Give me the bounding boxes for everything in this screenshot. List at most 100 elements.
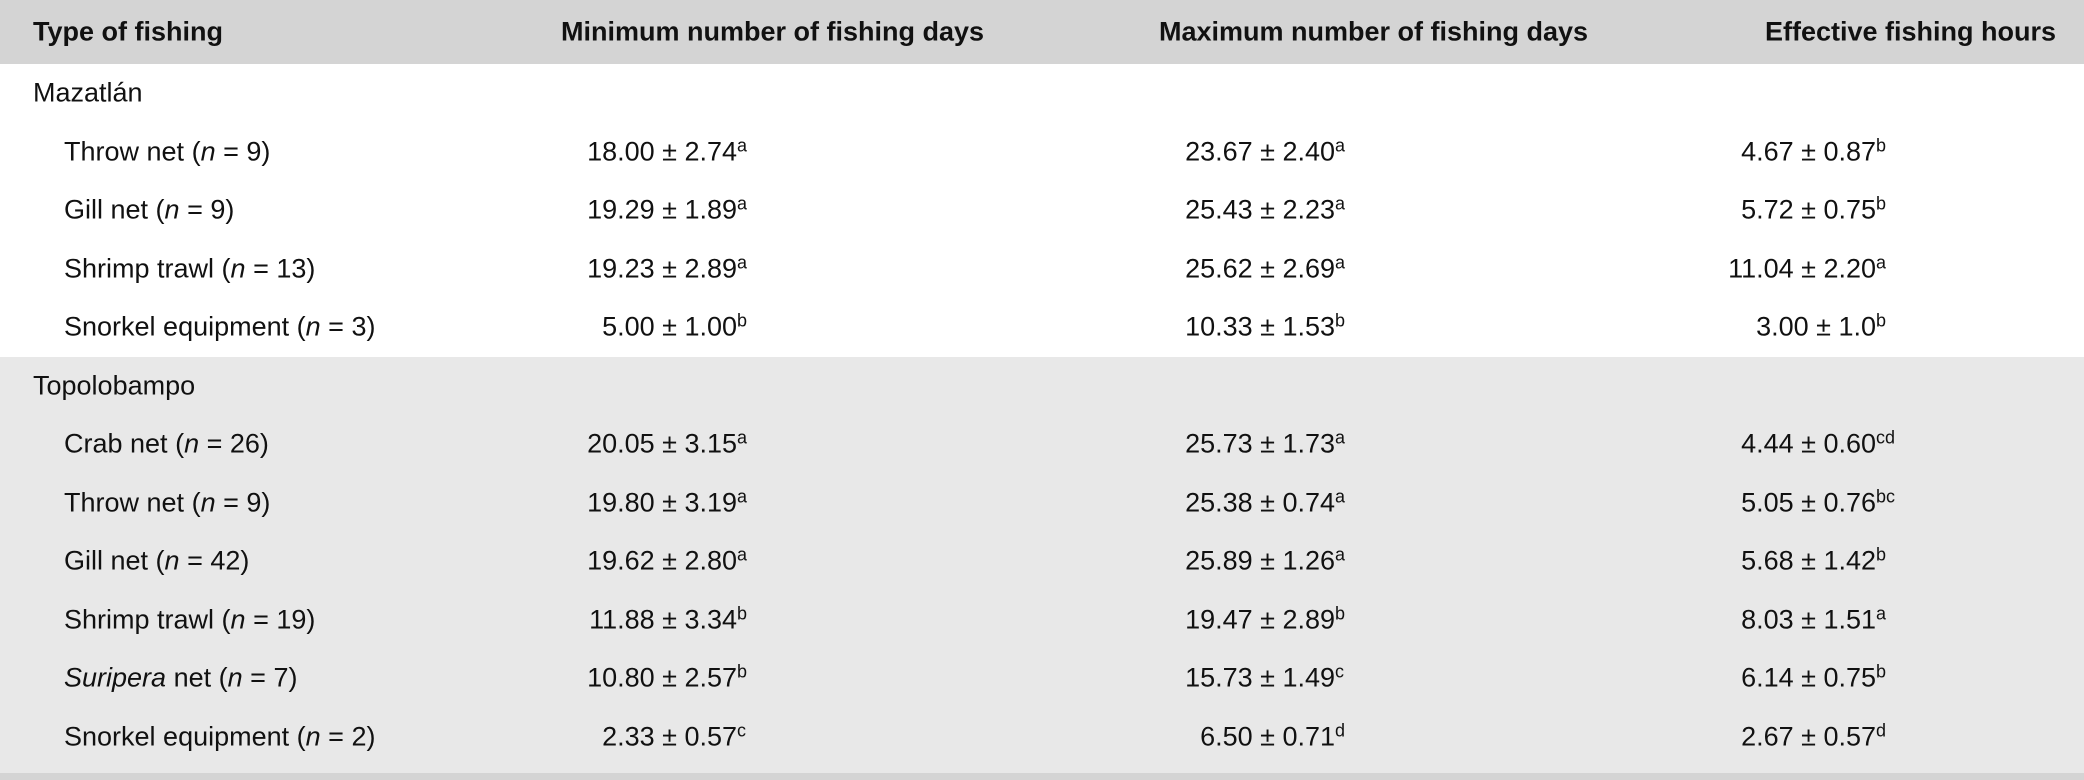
table-row: Crab net (n = 26) 20.05 ± 3.15a 25.73 ± 1.… — [0, 415, 2084, 474]
group-row: Mazatlán — [0, 64, 2084, 123]
min-days-cell: 19.29 ± 1.89a — [561, 195, 747, 226]
fishing-type: Crab net — [64, 428, 168, 459]
n-symbol: n — [305, 311, 321, 342]
max-days-cell: 15.73 ± 1.49c — [1159, 663, 1344, 694]
max-days-value: 25.43 ± 2.23 — [1185, 194, 1335, 225]
fishing-type-cell: Throw net (n = 9) — [64, 136, 271, 167]
effective-hours-value: 4.44 ± 0.60 — [1741, 428, 1876, 459]
min-days-value: 5.00 ± 1.00 — [602, 311, 737, 342]
n-symbol: n — [164, 545, 180, 576]
min-days-value: 19.29 ± 1.89 — [587, 194, 737, 225]
n-symbol: n — [227, 662, 243, 693]
fishing-type-cell: Shrimp trawl (n = 19) — [64, 604, 316, 635]
max-days-value: 10.33 ± 1.53 — [1185, 311, 1335, 342]
fishing-type-cell: Snorkel equipment (n = 3) — [64, 311, 376, 342]
effective-hours-value: 6.14 ± 0.75 — [1741, 662, 1876, 693]
n-symbol: n — [184, 428, 200, 459]
header-max-days: Maximum number of fishing days — [1159, 16, 1589, 47]
effective-hours-cell: 3.00 ± 1.0b — [1700, 312, 1886, 343]
group-row: Topolobampo — [0, 356, 2084, 415]
effective-hours-significance: cd — [1876, 427, 1896, 448]
min-days-cell: 2.33 ± 0.57c — [561, 721, 746, 752]
max-days-significance: a — [1335, 135, 1346, 156]
min-days-cell: 10.80 ± 2.57b — [561, 663, 747, 694]
min-days-significance: b — [737, 603, 748, 624]
effective-hours-cell: 11.04 ± 2.20a — [1700, 253, 1886, 284]
max-days-significance: a — [1335, 427, 1346, 448]
min-days-significance: b — [737, 661, 748, 682]
effective-hours-significance: b — [1876, 661, 1887, 682]
effective-hours-cell: 6.14 ± 0.75b — [1700, 663, 1886, 694]
fishing-type: Throw net — [64, 136, 185, 167]
fishing-type: Gill net — [64, 545, 149, 576]
effective-hours-cell: 2.67 ± 0.57d — [1700, 721, 1886, 752]
table-row: Throw net (n = 9) 19.80 ± 3.19a 25.38 ± 0.… — [0, 473, 2084, 532]
effective-hours-cell: 4.44 ± 0.60cd — [1700, 429, 1895, 460]
effective-hours-value: 4.67 ± 0.87 — [1741, 136, 1876, 167]
sample-size: 26 — [229, 428, 260, 459]
max-days-cell: 25.89 ± 1.26a — [1159, 546, 1345, 577]
header-hours: Effective fishing hours — [1765, 16, 2057, 47]
fishing-type: net — [173, 662, 212, 693]
fishing-type-italic: Suripera — [64, 662, 167, 693]
max-days-cell: 25.73 ± 1.73a — [1159, 429, 1345, 460]
sample-size: 2 — [351, 721, 367, 752]
effective-hours-value: 3.00 ± 1.0 — [1756, 311, 1876, 342]
fishing-type-cell: Snorkel equipment (n = 2) — [64, 721, 376, 752]
min-days-value: 18.00 ± 2.74 — [587, 136, 737, 167]
fishing-type-cell: Throw net (n = 9) — [64, 487, 271, 518]
header-min-days: Minimum number of fishing days — [561, 16, 985, 47]
header-type: Type of fishing — [33, 16, 223, 47]
max-days-value: 23.67 ± 2.40 — [1185, 136, 1335, 167]
effective-hours-cell: 5.05 ± 0.76bc — [1700, 487, 1895, 518]
effective-hours-significance: bc — [1876, 486, 1896, 507]
min-days-significance: b — [737, 310, 748, 331]
table-row: Shrimp trawl (n = 19) 11.88 ± 3.34b 19.47 … — [0, 590, 2084, 649]
fishing-type-cell: Gill net (n = 42) — [64, 545, 250, 576]
n-symbol: n — [200, 136, 216, 167]
min-days-value: 11.88 ± 3.34 — [589, 604, 737, 635]
max-days-cell: 10.33 ± 1.53b — [1159, 312, 1345, 343]
table-row: Gill net (n = 9) 19.29 ± 1.89a 25.43 ± 2.2… — [0, 181, 2084, 240]
fishing-type-cell: Crab net (n = 26) — [64, 428, 269, 459]
effective-hours-cell: 5.72 ± 0.75b — [1700, 195, 1886, 226]
n-symbol: n — [305, 721, 321, 752]
min-days-cell: 19.62 ± 2.80a — [561, 546, 747, 577]
min-days-value: 2.33 ± 0.57 — [602, 721, 737, 752]
min-days-significance: a — [737, 427, 748, 448]
table-row: Gill net (n = 42) 19.62 ± 2.80a 25.89 ± 1.… — [0, 532, 2084, 591]
min-days-cell: 19.80 ± 3.19a — [561, 487, 747, 518]
max-days-significance: a — [1335, 193, 1346, 214]
fishing-type-cell: Shrimp trawl (n = 13) — [64, 253, 316, 284]
n-symbol: n — [230, 253, 246, 284]
fishing-type: Snorkel equipment — [64, 311, 290, 342]
sample-size: 7 — [273, 662, 289, 693]
effective-hours-value: 8.03 ± 1.51 — [1741, 604, 1876, 635]
effective-hours-value: 11.04 ± 2.20 — [1728, 253, 1876, 284]
fishing-type: Shrimp trawl — [64, 604, 215, 635]
effective-hours-significance: a — [1876, 252, 1887, 273]
max-days-significance: a — [1335, 486, 1346, 507]
max-days-value: 6.50 ± 0.71 — [1200, 721, 1335, 752]
effective-hours-significance: d — [1876, 720, 1887, 741]
sample-size: 13 — [276, 253, 307, 284]
effective-hours-value: 5.05 ± 0.76 — [1741, 487, 1876, 518]
sample-size: 9 — [246, 487, 262, 518]
max-days-cell: 19.47 ± 2.89b — [1159, 604, 1345, 635]
fishing-type-cell: Gill net (n = 9) — [64, 194, 235, 225]
min-days-significance: a — [737, 135, 748, 156]
min-days-cell: 11.88 ± 3.34b — [561, 604, 747, 635]
fishing-type: Snorkel equipment — [64, 721, 290, 752]
fishing-type-cell: Suripera net (n = 7) — [64, 662, 298, 693]
max-days-value: 25.73 ± 1.73 — [1185, 428, 1335, 459]
effective-hours-value: 5.68 ± 1.42 — [1741, 545, 1876, 576]
min-days-significance: c — [737, 720, 746, 741]
min-days-value: 20.05 ± 3.15 — [587, 428, 737, 459]
min-days-value: 19.80 ± 3.19 — [587, 487, 737, 518]
min-days-cell: 18.00 ± 2.74a — [561, 136, 747, 167]
effective-hours-value: 5.72 ± 0.75 — [1741, 194, 1876, 225]
max-days-cell: 6.50 ± 0.71d — [1159, 721, 1345, 752]
min-days-value: 10.80 ± 2.57 — [587, 662, 737, 693]
table-bottom-rule — [0, 773, 2084, 780]
sample-size: 9 — [246, 136, 262, 167]
